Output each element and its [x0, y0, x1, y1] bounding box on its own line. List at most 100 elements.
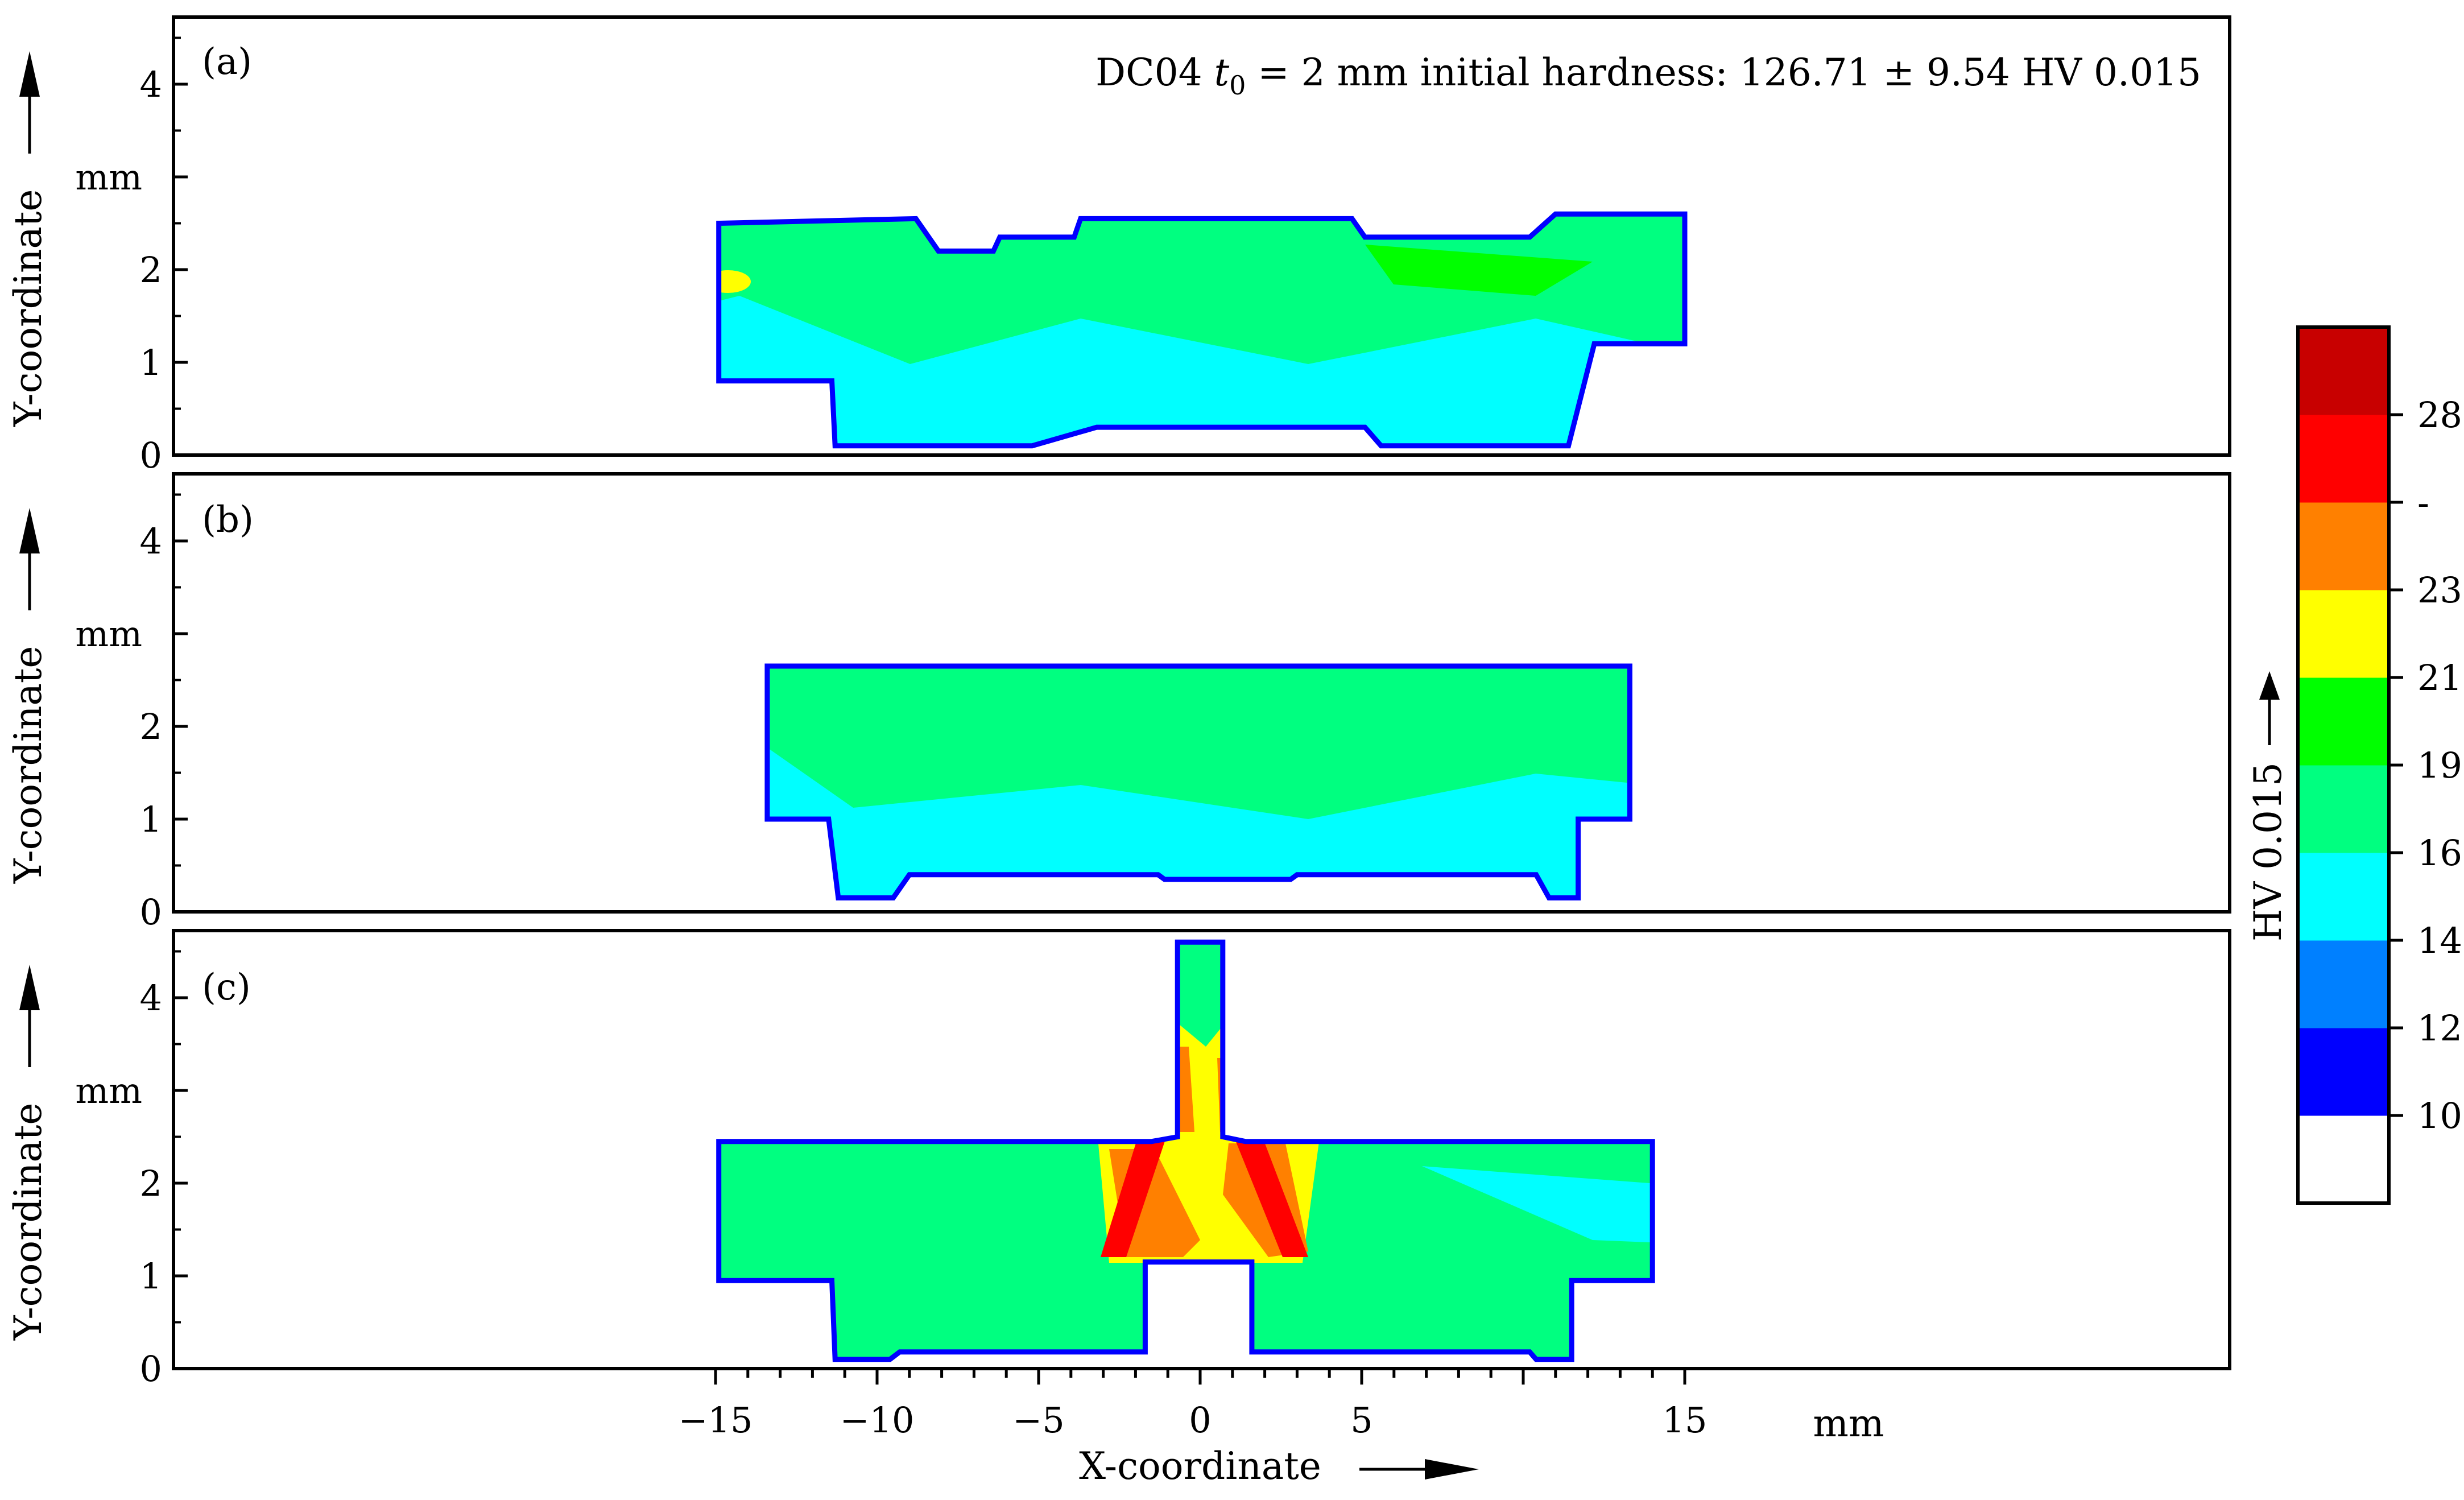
panel-b-y-axis: 0 1 2 4 mm Y-coordinate [6, 493, 188, 933]
panel-a-y-axis: 0 1 2 4 mm Y-coordinate [6, 36, 188, 476]
panel-c-y-axis-label: Y-coordinate [6, 965, 50, 1341]
x-tick-label--5: −5 [1012, 1399, 1064, 1441]
panel-c-ytick-label-2: 2 [140, 1163, 162, 1204]
panel-a-specimen-outline [716, 211, 1688, 449]
panel-a-green-patch [284, 239, 569, 296]
colorbar-level-4 [2298, 765, 2389, 853]
panel-a-ytick-label-0: 0 [140, 435, 162, 476]
panel-a-annotation: DC04 t0 = 2 mm initial hardness: 126.71 … [1095, 51, 2201, 101]
colorbar-tick-label-4: 190 [2417, 745, 2464, 786]
colorbar-ticks: 100 123 145 168 190 213 235 - 280 [2389, 394, 2464, 1137]
panel-b-ytick-label-0: 0 [140, 891, 162, 933]
panel-a-yellow-spot [540, 242, 620, 276]
panel-b-y-axis-label: Y-coordinate [6, 508, 50, 884]
panel-a: 0 1 2 4 mm Y-coordinate (a) DC04 t0 = 2 mm in… [6, 15, 2231, 476]
colorbar-tick-label-1: 123 [2417, 1007, 2464, 1049]
panel-a-ytick-label-2: 2 [140, 249, 162, 291]
panel-b-yellow-spot-2 [1829, 683, 1891, 734]
panel-c-contour [239, 942, 1905, 1359]
panel-b-y-label-text: Y-coordinate [6, 646, 50, 884]
panel-c-weld-red-band-2 [1234, 1138, 1308, 1257]
panel-a-frame [172, 15, 2231, 457]
panel-a-yellow-spot-3 [1871, 216, 1940, 284]
panel-c-yellow-band-2 [1837, 1166, 1894, 1337]
x-tick-label--15: −15 [679, 1399, 753, 1441]
panel-a-y-axis-label: Y-coordinate [6, 51, 50, 427]
panel-a-label: (a) [202, 41, 252, 83]
panel-c-ytick-label-4: 4 [140, 977, 162, 1019]
panel-c-cyan-region-2 [1422, 1160, 1653, 1251]
panel-b-ytick-label-4: 4 [140, 520, 162, 562]
panel-b-yellow-spot [543, 674, 611, 708]
panel-c-stem-green [1157, 944, 1243, 1047]
panel-a-y-label-arrow-head [19, 51, 40, 97]
panel-c-weld-red-band [1101, 1138, 1166, 1257]
panel-a-green-patch-2 [1365, 245, 1593, 296]
colorbar-tick-label-2: 145 [2417, 920, 2464, 961]
panel-a-green-patch-3 [1991, 233, 2173, 284]
panel-b-y-unit: mm [75, 613, 142, 655]
panel-a-yellow-spot-2 [718, 270, 751, 293]
panel-c-y-axis: 0 1 2 4 mm Y-coordinate [6, 950, 188, 1390]
panel-b-y-label-arrow-head [19, 508, 40, 553]
x-tick-label-5: 5 [1350, 1399, 1372, 1441]
panel-b-label: (b) [202, 499, 254, 541]
panel-a-ytick-label-1: 1 [140, 342, 162, 383]
colorbar-level-8 [2298, 415, 2389, 503]
colorbar-level-5 [2298, 677, 2389, 766]
panel-c-orange-spot [461, 1303, 495, 1359]
colorbar-tick-label-0: 100 [2417, 1095, 2464, 1137]
panel-c-cyan-region [239, 1149, 597, 1280]
panel-c-y-label-arrow-head [19, 965, 40, 1010]
panel-c-ytick-label-0: 0 [140, 1348, 162, 1390]
panel-a-ytick-label-4: 4 [140, 64, 162, 105]
panel-a-contour [284, 214, 2173, 446]
panel-c-specimen-outline [716, 939, 1655, 1362]
panel-c-y-label-text: Y-coordinate [6, 1103, 50, 1341]
panel-c-y-unit: mm [75, 1070, 142, 1111]
colorbar-tick-label-5: 213 [2417, 657, 2464, 699]
colorbar-levels [2298, 327, 2389, 1204]
panel-b-yellow-spot-4 [489, 859, 512, 882]
colorbar-level-3 [2298, 853, 2389, 941]
x-axis-unit: mm [1813, 1402, 1884, 1445]
x-axis-arrow [1359, 1459, 1479, 1480]
panel-b-green-patch [489, 700, 626, 739]
colorbar: 100 123 145 168 190 213 235 - 280 HV 0.015 [2246, 325, 2464, 1205]
colorbar-level-9 [2298, 327, 2389, 415]
x-tick-label-15: 15 [1663, 1399, 1708, 1441]
panel-a-y-label-text: Y-coordinate [6, 189, 50, 427]
panel-c-stem-orange-2 [1217, 1058, 1237, 1132]
colorbar-level-2 [2298, 940, 2389, 1028]
panel-a-cyan-region [718, 290, 1685, 446]
panel-a-y-unit: mm [75, 156, 142, 198]
x-axis-label: X-coordinate [1079, 1444, 1321, 1488]
panel-b-specimen-outline [764, 663, 1632, 900]
colorbar-level-1 [2298, 1028, 2389, 1116]
colorbar-tick-label-6: 235 [2417, 569, 2464, 611]
panel-b-yellow-spot-3 [1920, 836, 1942, 882]
colorbar-label: HV 0.015 [2246, 762, 2290, 941]
panel-b: 0 1 2 4 mm Y-coordinate (b) [6, 472, 2231, 933]
colorbar-tick-label-7: - [2417, 482, 2429, 523]
colorbar-level-7 [2298, 502, 2389, 590]
panel-a-blue-spot [381, 357, 415, 371]
colorbar-level-6 [2298, 590, 2389, 678]
panel-c-label: (c) [202, 966, 251, 1009]
panel-c-green-band-2 [1792, 1138, 1905, 1337]
panel-a-yellow-spot-4 [2048, 216, 2093, 239]
panel-b-ytick-label-1: 1 [140, 799, 162, 840]
panel-c-ytick-label-1: 1 [140, 1255, 162, 1297]
colorbar-title: HV 0.015 [2246, 671, 2290, 941]
panel-b-green-patch-2 [1792, 688, 1962, 739]
colorbar-tick-label-3: 168 [2417, 832, 2464, 874]
panel-b-contour [489, 666, 1962, 898]
panel-c: 0 1 2 4 mm Y-coordinate −15 −10 −5 0 5 15 (c) X-co… [6, 929, 2231, 1488]
x-tick-label--10: −10 [840, 1399, 915, 1441]
panel-a-orange-spot [481, 390, 509, 435]
colorbar-level-0 [2298, 1115, 2389, 1204]
panel-b-frame [172, 472, 2231, 914]
colorbar-tick-label-8: 280 [2417, 394, 2464, 436]
panel-c-yellow-band [495, 1223, 540, 1354]
